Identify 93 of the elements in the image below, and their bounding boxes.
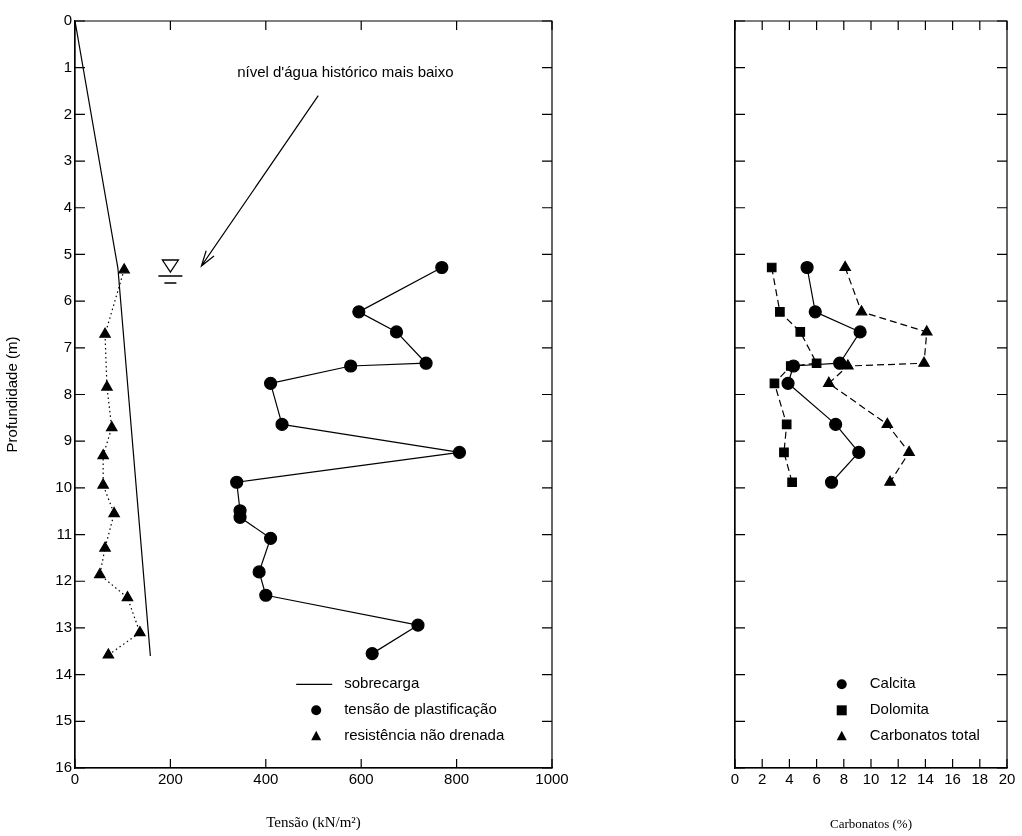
- legend-label: tensão de plastificação: [344, 700, 497, 718]
- point: [419, 356, 433, 370]
- point: [97, 478, 109, 489]
- legend-label: Carbonatos total: [869, 726, 980, 744]
- x-tick-label: 12: [889, 770, 907, 788]
- y-tick-label: 12: [55, 571, 72, 589]
- point: [99, 541, 111, 552]
- y-tick-label: 9: [63, 431, 72, 449]
- y-tick-label: 16: [55, 758, 72, 776]
- point: [118, 263, 130, 274]
- point: [99, 327, 111, 338]
- point: [102, 648, 115, 659]
- point: [389, 325, 404, 339]
- point: [411, 618, 425, 632]
- point: [823, 376, 835, 387]
- point: [779, 447, 789, 458]
- point: [800, 260, 814, 275]
- point: [94, 568, 106, 579]
- x-tick-label: 6: [812, 770, 821, 788]
- point: [263, 376, 278, 390]
- point: [252, 565, 266, 579]
- point: [775, 307, 785, 317]
- point: [786, 359, 801, 373]
- point: [852, 445, 866, 459]
- point: [781, 419, 792, 430]
- point: [344, 359, 358, 373]
- y-tick-label: 6: [63, 291, 72, 309]
- point: [259, 588, 273, 602]
- y-tick-label: 0: [63, 11, 72, 29]
- legend-label: Dolomita: [869, 700, 930, 718]
- x-tick-label: 200: [157, 770, 183, 788]
- point: [855, 305, 868, 316]
- x-tick-label: 14: [917, 770, 934, 788]
- point: [275, 417, 289, 431]
- x-axis-title: Tensão (kN/m²): [266, 813, 361, 831]
- x-tick-label: 400: [253, 770, 279, 788]
- x-tick-label: 0: [730, 770, 740, 788]
- y-tick-label: 3: [63, 151, 72, 169]
- y-tick-label: 14: [55, 664, 72, 682]
- x-tick-label: 10: [862, 770, 880, 788]
- point: [839, 260, 851, 272]
- x-tick-label: 4: [785, 770, 794, 788]
- point: [452, 445, 467, 459]
- point: [829, 417, 843, 431]
- point: [808, 305, 822, 319]
- point: [769, 378, 780, 389]
- point: [263, 531, 278, 545]
- x-tick-label: 1000: [535, 770, 569, 788]
- point: [101, 380, 113, 391]
- point: [97, 449, 109, 460]
- point: [105, 421, 118, 432]
- y-axis-title: Profundidade (m): [3, 336, 21, 453]
- y-tick-label: 13: [55, 618, 72, 636]
- legend-label: Calcita: [869, 674, 917, 692]
- point: [853, 325, 867, 339]
- point: [918, 356, 930, 367]
- x-tick-label: 800: [444, 770, 470, 788]
- y-tick-label: 10: [55, 478, 72, 496]
- y-tick-label: 8: [63, 384, 72, 402]
- point: [435, 260, 449, 275]
- y-tick-label: 1: [63, 57, 72, 75]
- x-tick-label: 2: [758, 770, 767, 788]
- x-tick-label: 600: [348, 770, 374, 788]
- point: [795, 327, 806, 337]
- point: [787, 477, 797, 488]
- x-tick-label: 18: [971, 770, 989, 788]
- point: [920, 325, 933, 336]
- y-tick-label: 7: [63, 337, 72, 355]
- point: [108, 506, 120, 518]
- y-tick-label: 11: [56, 524, 72, 542]
- y-tick-label: 5: [63, 244, 72, 262]
- annotation: nível d'água histórico mais baixo: [237, 63, 454, 81]
- point: [352, 305, 366, 319]
- x-tick-label: 16: [944, 770, 961, 788]
- y-tick-label: 15: [55, 711, 72, 729]
- point: [903, 445, 915, 456]
- x-axis-title: Carbonatos (%): [830, 815, 912, 831]
- point: [884, 475, 896, 486]
- point: [230, 475, 244, 489]
- x-tick-label: 8: [839, 770, 848, 788]
- point: [781, 376, 795, 390]
- point: [881, 417, 894, 428]
- point: [134, 626, 146, 637]
- point: [824, 475, 839, 489]
- point: [766, 262, 777, 273]
- point: [365, 647, 379, 661]
- y-tick-label: 2: [63, 104, 72, 122]
- point: [121, 590, 134, 602]
- y-tick-label: 4: [63, 197, 72, 215]
- legend-label: sobrecarga: [344, 674, 420, 692]
- point: [833, 356, 847, 370]
- x-tick-label: 20: [998, 770, 1016, 788]
- legend-label: resistência não drenada: [344, 726, 505, 744]
